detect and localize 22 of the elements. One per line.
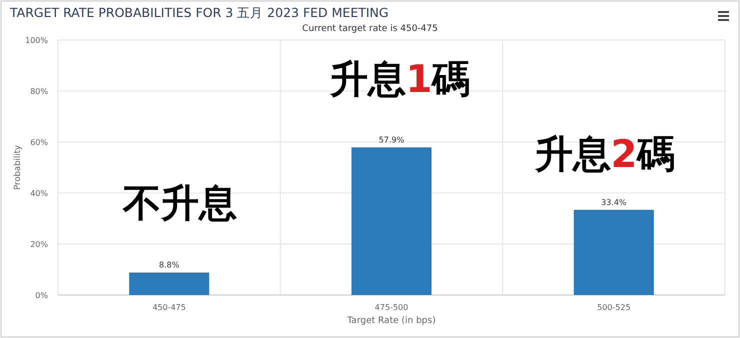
chart-title: TARGET RATE PROBABILITIES FOR 3 五月 2023 FED MEETING <box>9 5 389 20</box>
data-label: 57.9% <box>378 135 405 144</box>
y-tick-label: 20% <box>30 240 48 249</box>
bar <box>129 272 210 295</box>
x-tick-label: 450-475 <box>152 303 186 312</box>
bar <box>351 147 432 295</box>
y-axis-title: Probability <box>13 145 23 190</box>
y-tick-label: 100% <box>25 36 48 45</box>
bar <box>574 210 654 295</box>
annotation: 不升息 <box>122 181 237 225</box>
y-tick-label: 40% <box>30 189 48 198</box>
x-axis-title: Target Rate (in bps) <box>346 316 436 326</box>
y-tick-label: 0% <box>35 291 48 300</box>
data-label: 33.4% <box>601 198 627 207</box>
chart-subtitle: Current target rate is 450-475 <box>302 24 438 34</box>
y-tick-label: 80% <box>30 87 48 96</box>
annotation: 升息2碼 <box>534 132 676 176</box>
annotation: 升息1碼 <box>328 57 470 101</box>
y-tick-label: 60% <box>30 138 48 147</box>
x-tick-label: 475-500 <box>374 303 408 312</box>
data-label: 8.8% <box>159 260 180 270</box>
x-tick-label: 500-525 <box>597 303 631 312</box>
